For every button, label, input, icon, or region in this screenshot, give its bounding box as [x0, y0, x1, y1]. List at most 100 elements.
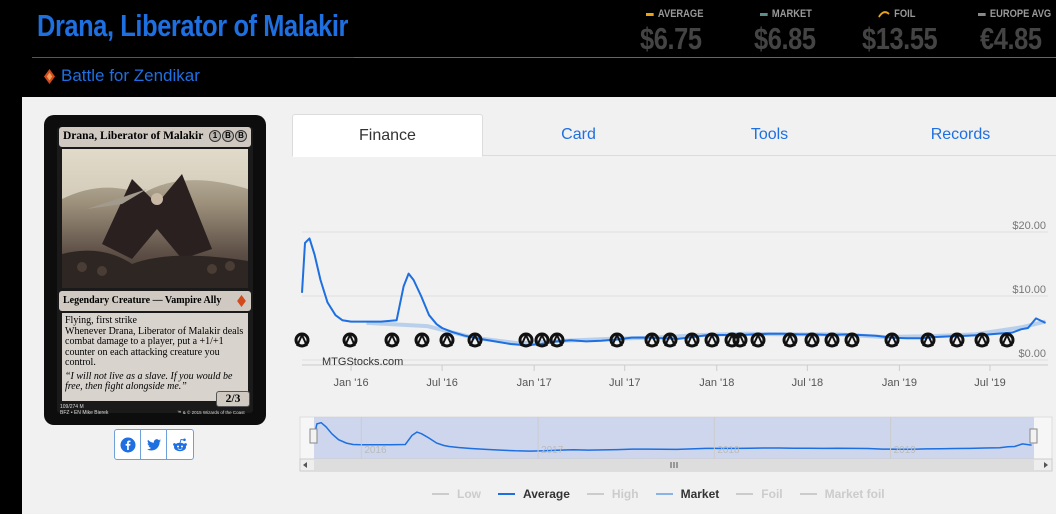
rules-line: Whenever Drana, Liberator of Malakir dea… [65, 325, 244, 368]
legend-item-high[interactable]: High [586, 487, 639, 501]
mana-symbol: B [235, 130, 247, 142]
set-release-icon [342, 332, 358, 348]
price-average: AVERAGE $6.75 [640, 8, 715, 57]
set-release-icon [662, 332, 678, 348]
x-tick-label: Jan '16 [333, 377, 368, 389]
navigator-handle-right[interactable] [1029, 428, 1038, 444]
market-swatch [760, 12, 768, 16]
navigator-year-label: 2018 [717, 445, 740, 456]
set-release-icon [439, 332, 455, 348]
legend-label: Market [680, 487, 720, 501]
legend-item-market[interactable]: Market [655, 487, 720, 501]
average-series-line [301, 237, 1046, 347]
scroll-left-arrow-icon[interactable] [303, 462, 307, 468]
legend-label: Foil [761, 487, 783, 501]
y-tick-label: $20.00 [1012, 220, 1046, 232]
set-name-link[interactable]: Battle for Zendikar [61, 66, 200, 85]
scroll-right-arrow-icon[interactable] [1044, 462, 1048, 468]
set-release-icon [974, 332, 990, 348]
price-foil: FOIL $13.55 [862, 8, 954, 57]
europe-swatch [978, 12, 986, 16]
set-link[interactable]: Battle for Zendikar [44, 66, 200, 86]
copyright: ™ & © 2015 Wizards of the Coast [177, 410, 245, 415]
set-release-icon [704, 332, 720, 348]
price-label: FOIL [894, 8, 916, 20]
price-chart-svg: $0.00 $10.00 $20.00 Jan '16 Jul '16 Jan '17 Ju… [294, 220, 1053, 472]
navigator-year-label: 2017 [541, 445, 564, 456]
reddit-icon [173, 438, 187, 451]
tab-bar: Finance Card Tools Records [292, 114, 1056, 157]
set-code: BFZ • EN [60, 410, 81, 416]
flavor-text: “I will not live as a slave. If you woul… [65, 370, 233, 392]
legend-swatch [498, 493, 515, 495]
set-release-icon [534, 332, 550, 348]
legend-swatch [799, 493, 817, 495]
legend-item-market-foil[interactable]: Market foil [799, 487, 885, 501]
price-value: €4.85 [980, 21, 1042, 56]
power-toughness: 2/3 [216, 391, 250, 407]
legend-item-foil[interactable]: Foil [736, 487, 783, 501]
price-europe: EUROPE AVG €4.85 [978, 8, 1056, 57]
title-divider [32, 57, 354, 58]
legend-label: Average [523, 487, 570, 501]
share-buttons [114, 429, 194, 460]
twitter-share-button[interactable] [141, 430, 167, 459]
set-release-icon [294, 332, 310, 348]
artist-name: Mike Bierek [82, 410, 109, 416]
x-tick-label: Jul '18 [792, 377, 823, 389]
set-release-icon [804, 332, 820, 348]
x-tick-label: Jul '19 [974, 377, 1005, 389]
set-release-icon [732, 332, 748, 348]
chart-watermark: MTGStocks.com [322, 356, 403, 368]
price-label: MARKET [771, 8, 812, 20]
card-art [62, 149, 248, 288]
tab-card[interactable]: Card [561, 126, 596, 143]
header-divider [354, 57, 1056, 58]
set-symbol-icon [44, 68, 55, 84]
set-release-icon [782, 332, 798, 348]
navigator-handle-left[interactable] [309, 428, 318, 444]
tab-tools[interactable]: Tools [750, 126, 789, 143]
legend-swatch [586, 493, 604, 495]
set-release-icon [518, 332, 534, 348]
chart-legend: Low Average High Market Foil Market foil [432, 487, 885, 501]
set-release-icon [949, 332, 965, 348]
reddit-share-button[interactable] [167, 430, 193, 459]
mana-symbol: 1 [209, 130, 221, 142]
price-chart: $0.00 $10.00 $20.00 Jan '16 Jul '16 Jan '17 Ju… [292, 157, 1056, 514]
legend-item-low[interactable]: Low [432, 487, 481, 501]
legend-label: Low [457, 487, 481, 501]
x-tick-label: Jan '19 [882, 377, 917, 389]
navigator-year-label: 2019 [894, 445, 917, 456]
set-release-icon [549, 332, 565, 348]
card-image: Drana, Liberator of Malakir 1 B B Legend… [44, 115, 266, 425]
set-release-icon [920, 332, 936, 348]
set-release-icon [609, 332, 625, 348]
tab-records[interactable]: Records [930, 126, 991, 143]
rules-line: Flying, first strike [65, 315, 137, 326]
card-type-line: Legendary Creature — Vampire Ally [59, 291, 251, 311]
set-release-icon [999, 332, 1015, 348]
set-symbol-icon [237, 295, 246, 307]
set-release-icon [824, 332, 840, 348]
price-label: AVERAGE [657, 8, 704, 20]
legend-swatch [432, 493, 449, 495]
tab-finance[interactable]: Finance [292, 114, 483, 157]
legend-item-average[interactable]: Average [498, 487, 570, 501]
navigator-selection[interactable] [314, 417, 1034, 459]
mana-cost: 1 B B [209, 130, 247, 142]
card-image-title: Drana, Liberator of Malakir 1 B B [59, 127, 251, 147]
set-release-icon [384, 332, 400, 348]
set-release-icon [684, 332, 700, 348]
x-tick-label: Jan '17 [517, 377, 552, 389]
average-swatch [646, 12, 654, 16]
set-release-icon [414, 332, 430, 348]
card-collector-info: 109/274 M BFZ • EN Mike Bierek [60, 404, 108, 416]
facebook-share-button[interactable] [115, 430, 141, 459]
legend-swatch [736, 493, 754, 495]
page-title: Drana, Liberator of Malakir [37, 8, 349, 43]
price-market: MARKET $6.85 [754, 8, 829, 57]
price-value: $6.85 [754, 21, 816, 56]
legend-label: High [611, 487, 639, 501]
mana-symbol: B [222, 130, 234, 142]
